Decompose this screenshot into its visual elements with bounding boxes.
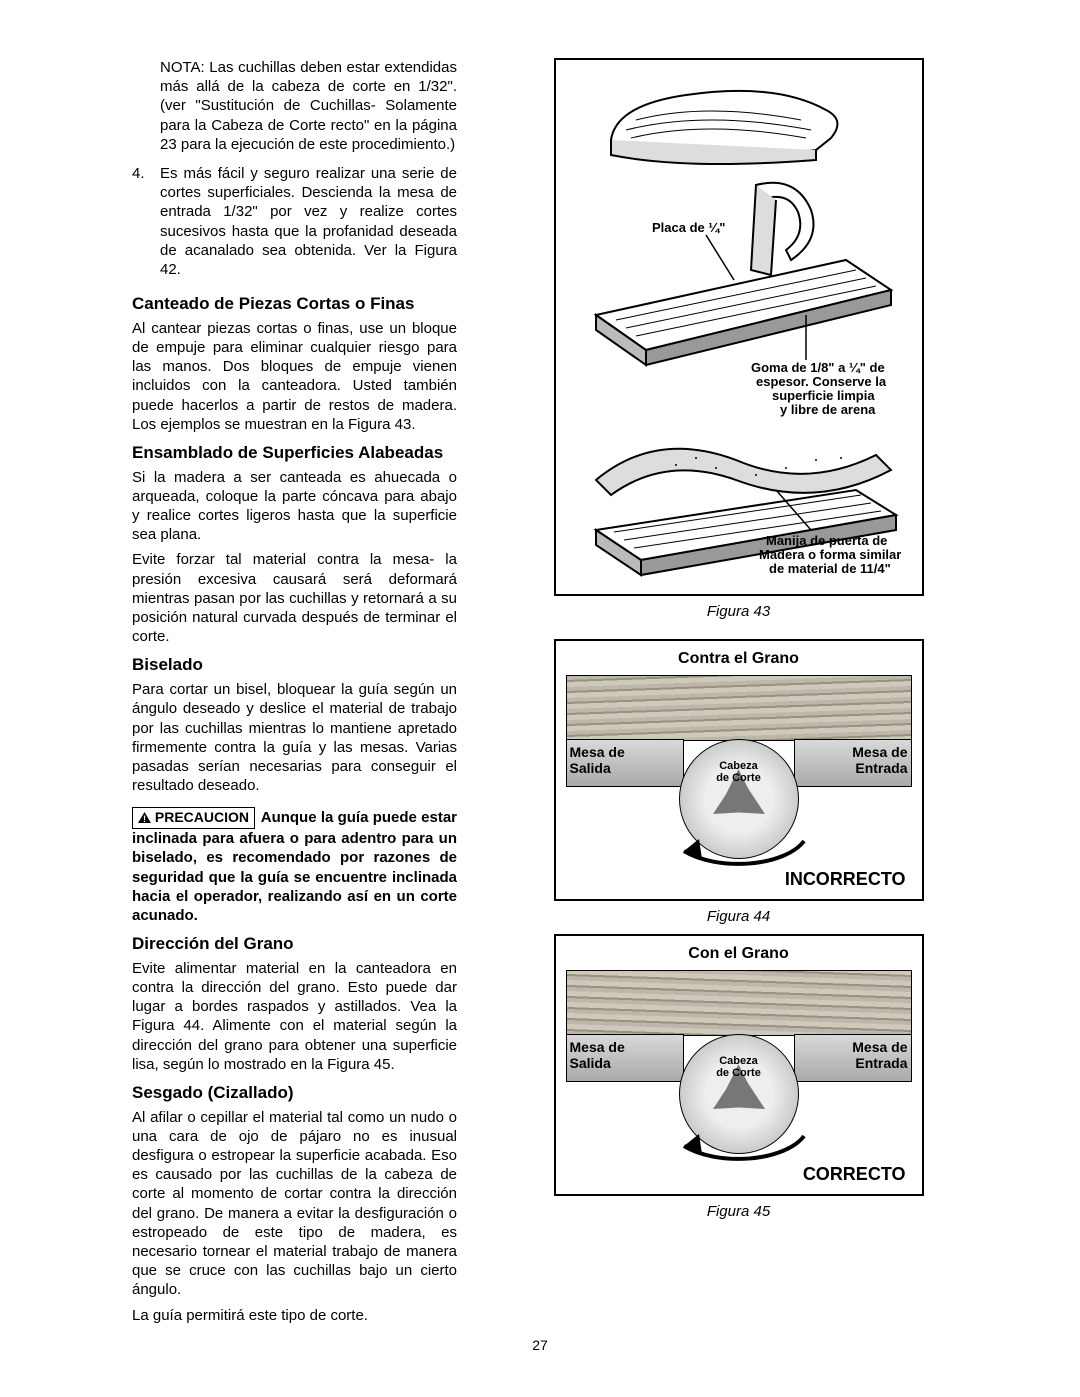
figure-43-svg: Placa de ¼" Goma de 1/8" a ¼" de espesor…: [556, 60, 926, 598]
precaucion-label: PRECAUCION: [155, 809, 249, 825]
right-column: Placa de ¼" Goma de 1/8" a ¼" de espesor…: [495, 58, 982, 1357]
label-manija2: Madera o forma similar: [759, 547, 901, 562]
para-biselado: Para cortar un bisel, bloquear la guía s…: [132, 680, 457, 795]
figure-43: Placa de ¼" Goma de 1/8" a ¼" de espesor…: [554, 58, 924, 596]
para-sesgado-a: Al afilar o cepillar el material tal com…: [132, 1108, 457, 1300]
heading-ensamblado: Ensamblado de Superficies Alabeadas: [132, 442, 457, 464]
fig45-cabeza-label: Cabezade Corte: [716, 1056, 761, 1079]
label-goma3: superficie limpia: [772, 388, 875, 403]
para-ensamblado-b: Evite forzar tal material contra la mesa…: [132, 550, 457, 646]
heading-sesgado: Sesgado (Cizallado): [132, 1082, 457, 1104]
fig45-title: Con el Grano: [556, 944, 922, 964]
fig45-outfeed-label: Mesa deSalida: [570, 1040, 625, 1071]
fig44-cabeza-label: Cabezade Corte: [716, 761, 761, 784]
heading-biselado: Biselado: [132, 654, 457, 676]
para-canteado: Al cantear piezas cortas o finas, use un…: [132, 319, 457, 434]
fig44-title: Contra el Grano: [556, 649, 922, 669]
nota-text: NOTA: Las cuchillas deben estar extendid…: [160, 58, 457, 154]
precaucion-paragraph: ! PRECAUCION Aunque la guía puede estar …: [132, 807, 457, 925]
figure-45: Con el Grano Mesa deSalida Mesa deEntrad…: [554, 934, 924, 1196]
fig45-rotation-arrow: [664, 1126, 814, 1176]
figure-43-caption: Figura 43: [707, 602, 770, 621]
fig45-wood: [566, 970, 912, 1036]
item4-number: 4.: [132, 164, 160, 279]
fig45-infeed-label: Mesa deEntrada: [852, 1040, 907, 1071]
fig44-infeed-label: Mesa deEntrada: [852, 745, 907, 776]
fig44-verdict: INCORRECTO: [785, 868, 906, 891]
fig44-outfeed-label: Mesa deSalida: [570, 745, 625, 776]
warning-icon: !: [138, 812, 151, 823]
para-sesgado-b: La guía permitirá este tipo de corte.: [132, 1306, 457, 1325]
label-placa: Placa de ¼": [652, 220, 725, 235]
precaucion-badge: ! PRECAUCION: [132, 807, 255, 829]
figure-44: Contra el Grano Mesa deSalida Mesa deEnt…: [554, 639, 924, 901]
heading-direccion: Dirección del Grano: [132, 933, 457, 955]
label-goma1: Goma de 1/8" a ¼" de: [751, 360, 885, 375]
para-ensamblado-a: Si la madera a ser canteada es ahuecada …: [132, 468, 457, 545]
fig45-verdict: CORRECTO: [803, 1163, 906, 1186]
item4-text: Es más fácil y seguro realizar una serie…: [160, 164, 457, 279]
figure-44-caption: Figura 44: [707, 907, 770, 926]
left-column: NOTA: Las cuchillas deben estar extendid…: [132, 58, 457, 1357]
label-manija1: Manija de puerta de: [766, 533, 887, 548]
heading-canteado: Canteado de Piezas Cortas o Finas: [132, 293, 457, 315]
page-number: 27: [0, 1337, 1080, 1355]
label-goma2: espesor. Conserve la: [756, 374, 887, 389]
label-goma4: y libre de arena: [780, 402, 876, 417]
label-manija3: de material de 11/4": [769, 561, 891, 576]
para-direccion: Evite alimentar material en la canteador…: [132, 959, 457, 1074]
list-item-4: 4. Es más fácil y seguro realizar una se…: [132, 164, 457, 279]
svg-text:!: !: [143, 814, 146, 823]
fig44-wood: [566, 675, 912, 741]
figure-45-caption: Figura 45: [707, 1202, 770, 1221]
